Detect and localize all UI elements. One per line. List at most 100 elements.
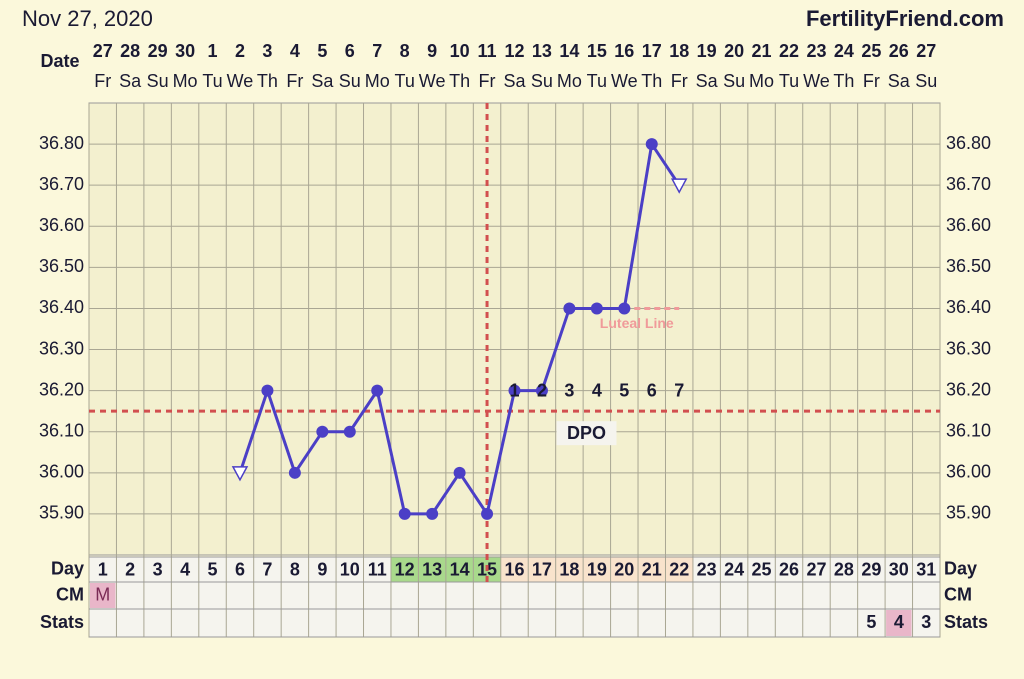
day-label: 26 <box>779 559 799 579</box>
temperature-marker <box>645 138 658 151</box>
date-label: 14 <box>559 41 579 61</box>
cm-cell <box>90 583 116 608</box>
header-date: Nov 27, 2020 <box>22 6 153 31</box>
date-label: 27 <box>916 41 936 61</box>
temperature-marker <box>288 466 301 479</box>
weekday-label: Tu <box>395 71 415 91</box>
temperature-marker <box>481 507 494 520</box>
temperature-marker <box>231 466 249 482</box>
row-label: CM <box>944 584 972 604</box>
row-label: Day <box>944 558 977 578</box>
date-label: 19 <box>697 41 717 61</box>
temperature-marker <box>453 466 466 479</box>
date-label: 18 <box>669 41 689 61</box>
day-label: 29 <box>861 559 881 579</box>
dpo-number: 4 <box>592 380 602 400</box>
date-label: 7 <box>372 41 382 61</box>
y2-tick-label: 36.50 <box>946 256 991 276</box>
temperature-marker <box>670 178 688 194</box>
date-label: 27 <box>93 41 113 61</box>
dpo-number: 6 <box>647 380 657 400</box>
date-label: 15 <box>587 41 607 61</box>
day-label: 18 <box>559 559 579 579</box>
temperature-marker <box>316 425 329 438</box>
day-label: 7 <box>262 559 272 579</box>
day-highlight <box>500 557 693 582</box>
weekday-label: Fr <box>94 71 111 91</box>
date-label: 12 <box>504 41 524 61</box>
temperature-marker <box>426 507 439 520</box>
row-label: Day <box>51 558 84 578</box>
weekday-label: Th <box>833 71 854 91</box>
day-label: 13 <box>422 559 442 579</box>
weekday-label: Fr <box>671 71 688 91</box>
date-label: 9 <box>427 41 437 61</box>
y-tick-label: 36.50 <box>39 256 84 276</box>
date-label: 29 <box>148 41 168 61</box>
date-label: 2 <box>235 41 245 61</box>
day-label: 2 <box>125 559 135 579</box>
day-label: 23 <box>697 559 717 579</box>
date-label: 21 <box>752 41 772 61</box>
y2-tick-label: 36.70 <box>946 174 991 194</box>
y-tick-label: 36.10 <box>39 420 84 440</box>
y2-tick-label: 36.00 <box>946 462 991 482</box>
weekday-label: Tu <box>587 71 607 91</box>
weekday-label: Sa <box>503 71 526 91</box>
day-label: 16 <box>504 559 524 579</box>
day-label: 10 <box>340 559 360 579</box>
date-label: 23 <box>806 41 826 61</box>
x-axis-label: Date <box>40 51 79 71</box>
temperature-marker <box>590 302 603 315</box>
temperature-marker <box>535 384 548 397</box>
y-tick-label: 36.80 <box>39 133 84 153</box>
temperature-marker <box>398 507 411 520</box>
date-label: 26 <box>889 41 909 61</box>
y2-tick-label: 36.60 <box>946 215 991 235</box>
weekday-label: Sa <box>888 71 911 91</box>
weekday-label: Su <box>147 71 169 91</box>
y-tick-label: 36.40 <box>39 297 84 317</box>
weekday-label: Su <box>531 71 553 91</box>
y2-tick-label: 36.30 <box>946 338 991 358</box>
weekday-label: Su <box>723 71 745 91</box>
dpo-number: 2 <box>537 380 547 400</box>
weekday-label: Sa <box>311 71 334 91</box>
weekday-label: Mo <box>557 71 582 91</box>
dpo-number: 7 <box>674 380 684 400</box>
weekday-label: Tu <box>779 71 799 91</box>
date-label: 20 <box>724 41 744 61</box>
weekday-label: We <box>419 71 446 91</box>
temperature-marker <box>261 384 274 397</box>
weekday-label: Mo <box>365 71 390 91</box>
date-label: 4 <box>290 41 300 61</box>
y2-tick-label: 36.10 <box>946 420 991 440</box>
weekday-label: Th <box>257 71 278 91</box>
weekday-label: Su <box>339 71 361 91</box>
luteal-label: Luteal Line <box>600 315 674 331</box>
dpo-number: 3 <box>564 380 574 400</box>
date-label: 6 <box>345 41 355 61</box>
weekday-label: Mo <box>749 71 774 91</box>
date-label: 25 <box>861 41 881 61</box>
temperature-marker <box>508 384 521 397</box>
day-label: 28 <box>834 559 854 579</box>
temperature-marker <box>371 384 384 397</box>
y-tick-label: 36.30 <box>39 338 84 358</box>
date-label: 1 <box>208 41 218 61</box>
day-label: 25 <box>752 559 772 579</box>
weekday-label: Fr <box>286 71 303 91</box>
dpo-label: DPO <box>567 423 606 443</box>
date-label: 10 <box>450 41 470 61</box>
dpo-number: 1 <box>509 380 519 400</box>
day-label: 20 <box>614 559 634 579</box>
date-label: 3 <box>262 41 272 61</box>
temperature-marker <box>618 302 631 315</box>
date-label: 22 <box>779 41 799 61</box>
weekday-label: Su <box>915 71 937 91</box>
day-label: 17 <box>532 559 552 579</box>
header-site: FertilityFriend.com <box>806 6 1004 31</box>
date-label: 24 <box>834 41 854 61</box>
